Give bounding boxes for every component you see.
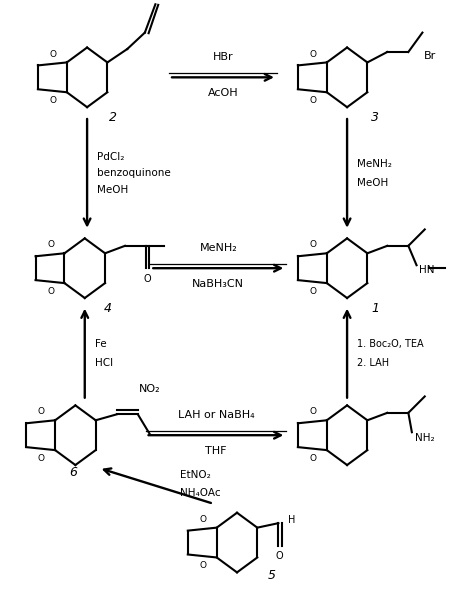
Text: O: O bbox=[310, 96, 317, 105]
Text: MeOH: MeOH bbox=[357, 178, 389, 188]
Text: 5: 5 bbox=[268, 569, 276, 582]
Text: THF: THF bbox=[205, 446, 227, 456]
Text: O: O bbox=[200, 561, 207, 570]
Text: HN: HN bbox=[419, 265, 434, 275]
Text: O: O bbox=[310, 454, 317, 463]
Text: O: O bbox=[47, 287, 55, 296]
Text: EtNO₂: EtNO₂ bbox=[180, 470, 210, 480]
Text: benzoquinone: benzoquinone bbox=[97, 169, 171, 178]
Text: O: O bbox=[144, 274, 151, 284]
Text: NaBH₃CN: NaBH₃CN bbox=[192, 279, 244, 289]
Text: HCl: HCl bbox=[95, 358, 113, 368]
Text: Br: Br bbox=[424, 51, 436, 61]
Text: O: O bbox=[50, 96, 56, 105]
Text: MeNH₂: MeNH₂ bbox=[357, 159, 392, 169]
Text: HBr: HBr bbox=[213, 52, 233, 63]
Text: 2. LAH: 2. LAH bbox=[357, 358, 390, 368]
Text: H: H bbox=[288, 515, 295, 525]
Text: O: O bbox=[50, 49, 56, 58]
Text: LAH or NaBH₄: LAH or NaBH₄ bbox=[178, 411, 254, 420]
Text: AcOH: AcOH bbox=[208, 88, 238, 98]
Text: 3: 3 bbox=[371, 111, 379, 125]
Text: 1: 1 bbox=[371, 302, 379, 315]
Text: O: O bbox=[310, 408, 317, 417]
Text: 4: 4 bbox=[104, 302, 112, 315]
Text: PdCl₂: PdCl₂ bbox=[97, 152, 125, 162]
Text: NO₂: NO₂ bbox=[139, 384, 161, 394]
Text: O: O bbox=[276, 551, 283, 561]
Text: O: O bbox=[38, 454, 45, 463]
Text: O: O bbox=[200, 515, 207, 524]
Text: NH₄OAc: NH₄OAc bbox=[180, 488, 220, 498]
Text: O: O bbox=[310, 240, 317, 249]
Text: 1. Boc₂O, TEA: 1. Boc₂O, TEA bbox=[357, 339, 424, 349]
Text: MeOH: MeOH bbox=[97, 185, 128, 195]
Text: MeNH₂: MeNH₂ bbox=[200, 243, 237, 253]
Text: O: O bbox=[310, 287, 317, 296]
Text: NH₂: NH₂ bbox=[415, 433, 435, 443]
Text: Fe: Fe bbox=[95, 339, 107, 349]
Text: 2: 2 bbox=[109, 111, 117, 125]
Text: 6: 6 bbox=[69, 466, 77, 479]
Text: O: O bbox=[47, 240, 55, 249]
Text: O: O bbox=[38, 408, 45, 417]
Text: O: O bbox=[310, 49, 317, 58]
